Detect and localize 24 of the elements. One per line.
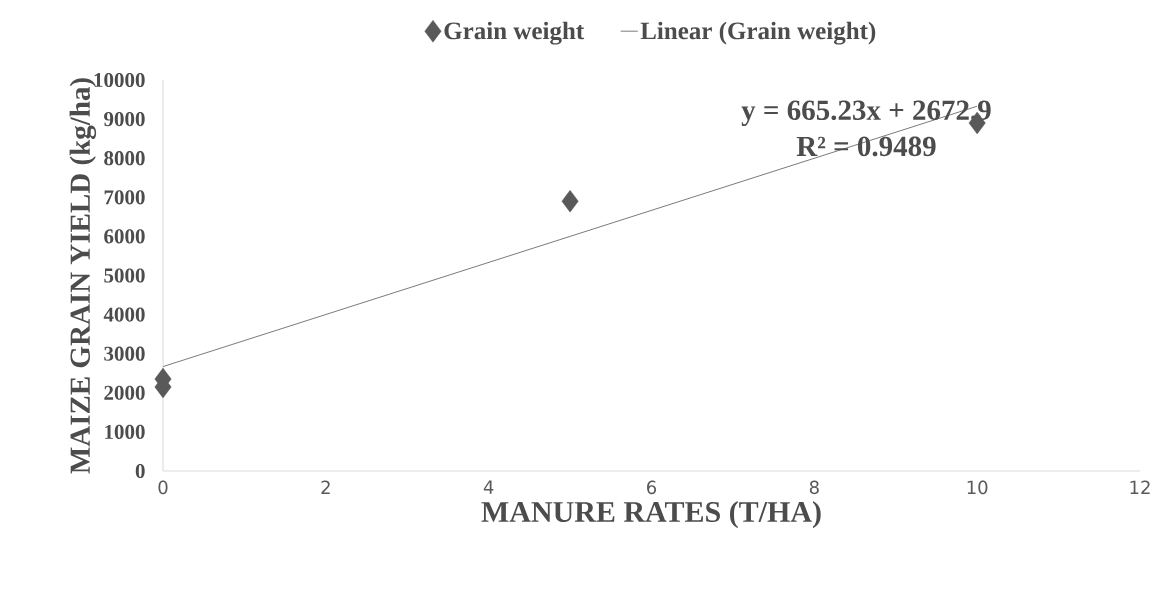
y-tick-label: 7000 [104,190,145,205]
y-tick-label: 5000 [104,268,145,283]
x-tick-label: 6 [647,480,657,495]
point [561,190,579,213]
x-axis-title: MANURE RATES (T/HA) [481,501,821,529]
annotation: R² = 0.9489 [796,136,936,157]
legend-label: Grain weight [444,21,585,45]
legend-label: Linear (Grain weight) [640,21,876,45]
x-tick-label: 0 [158,480,168,495]
y-tick-label: 9000 [104,112,145,127]
x-tick-label: 10 [967,480,988,495]
y-tick-label: 1000 [105,424,145,439]
y-tick-label: 0 [135,463,145,479]
x-tick-label: 8 [809,480,819,495]
y-tick-label: 2000 [104,385,145,400]
y-axis-title: MAIZE GRAIN YIELD (kg/ha) [69,78,97,474]
y-tick-label: 4000 [103,307,145,322]
y-tick-label: 3000 [104,346,145,361]
x-tick-label: 12 [1130,480,1150,494]
y-tick-label: 6000 [104,229,145,244]
x-tick-label: 2 [321,480,330,494]
x-tick-label: 4 [483,480,494,494]
y-tick-label: 10000 [94,72,145,88]
y-tick-label: 8000 [104,151,145,166]
